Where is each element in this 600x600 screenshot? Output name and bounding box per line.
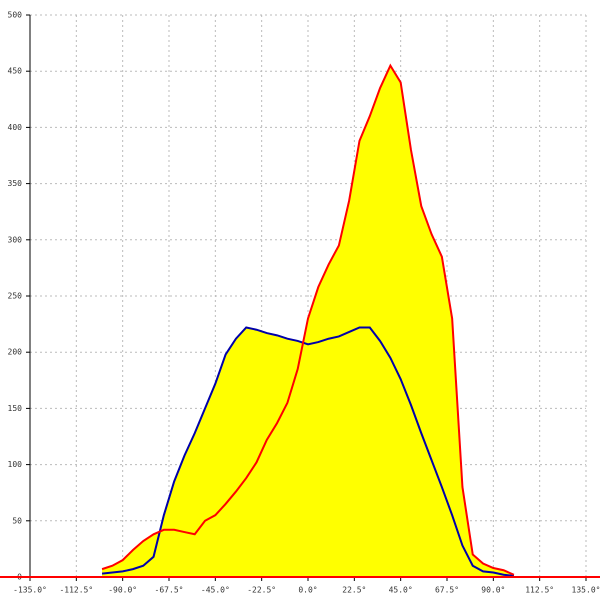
x-tick-label: 67.5° xyxy=(435,586,459,595)
y-tick-label: 300 xyxy=(8,235,23,244)
x-tick-label: -135.0° xyxy=(13,586,47,595)
x-tick-label: -22.5° xyxy=(247,586,276,595)
x-tick-label: -67.5° xyxy=(155,586,184,595)
x-tick-label: 112.5° xyxy=(525,586,554,595)
y-tick-label: 150 xyxy=(8,404,23,413)
line xyxy=(101,63,515,576)
y-tick-label: 200 xyxy=(8,348,23,357)
x-tick-label: 22.5° xyxy=(342,586,366,595)
x-tick-label: 45.0° xyxy=(389,586,413,595)
y-tick-label: 50 xyxy=(12,516,22,525)
y-tick-label: 400 xyxy=(8,123,23,132)
x-tick-label: -112.5° xyxy=(59,586,93,595)
y-tick-label: 100 xyxy=(8,460,23,469)
line xyxy=(101,326,515,577)
y-tick-label: 500 xyxy=(8,11,23,20)
x-tick-label: 0.0° xyxy=(298,586,317,595)
y-tick-label: 250 xyxy=(8,292,23,301)
y-tick-label: 350 xyxy=(8,179,23,188)
y-tick-label: 450 xyxy=(8,67,23,76)
x-tick-label: 90.0° xyxy=(481,586,505,595)
x-tick-label: -90.0° xyxy=(108,586,137,595)
x-tick-label: -45.0° xyxy=(201,586,230,595)
x-tick-label: 135.0° xyxy=(572,586,600,595)
